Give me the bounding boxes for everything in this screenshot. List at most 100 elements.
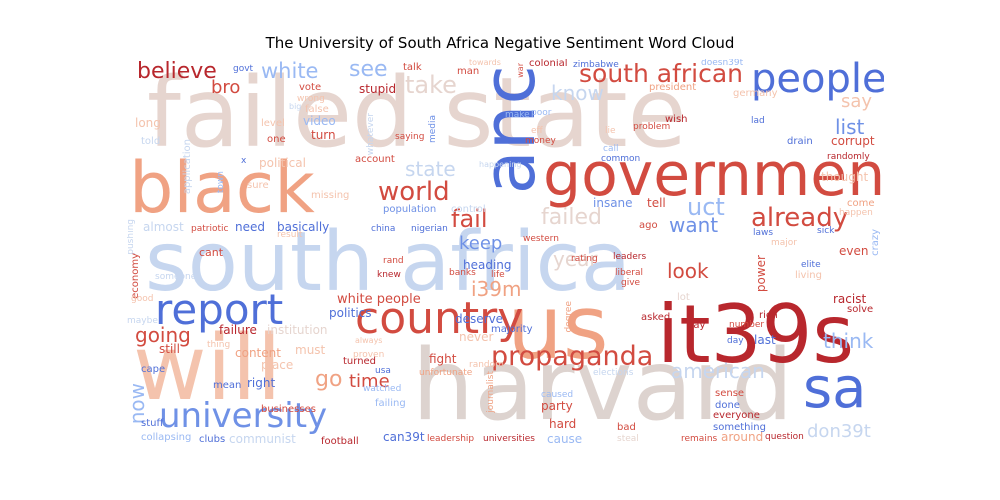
- word-eff: eff: [531, 126, 543, 136]
- word-around: around: [721, 430, 764, 444]
- word-cape: cape: [141, 364, 166, 375]
- word-say: say: [841, 91, 873, 112]
- word-sick: sick: [817, 226, 835, 236]
- word-wrong: wrong: [297, 94, 325, 104]
- word-money: money: [525, 136, 556, 146]
- word-fight: fight: [429, 352, 457, 366]
- word-place: place: [261, 358, 294, 372]
- word-unfortunate: unfortunate: [419, 368, 473, 378]
- word-x: x: [241, 156, 247, 166]
- word-call: call: [603, 144, 619, 154]
- word-see: see: [349, 59, 388, 82]
- word-usa: usa: [375, 366, 391, 376]
- word-pay: pay: [687, 320, 706, 331]
- word-failing: failing: [375, 398, 406, 409]
- word-failed-state: failed state: [147, 59, 687, 169]
- word-thing: thing: [207, 340, 231, 350]
- word-media: media: [428, 115, 438, 144]
- word-fail: fail: [451, 205, 488, 233]
- word-cant: cant: [199, 246, 224, 259]
- word-know: know: [551, 81, 604, 105]
- word-towards: towards: [469, 59, 501, 67]
- word-govt: govt: [233, 64, 254, 74]
- word-town: town: [216, 171, 226, 194]
- word-mean: mean: [213, 380, 242, 391]
- word-china: china: [371, 224, 396, 234]
- word-go: go: [315, 367, 343, 392]
- word-journalist: journalist: [486, 371, 496, 413]
- word-zimbabwe: zimbabwe: [573, 60, 619, 70]
- word-make: make: [505, 110, 530, 120]
- word-give: give: [621, 278, 641, 288]
- word-remains: remains: [681, 434, 718, 444]
- word-number: number: [729, 320, 765, 330]
- word-happen: happen: [839, 208, 873, 218]
- word-still: still: [159, 342, 180, 356]
- word-degree: degree: [564, 301, 574, 333]
- word-caused: caused: [541, 390, 574, 400]
- word-watched: watched: [363, 384, 402, 394]
- word-missing: missing: [311, 190, 350, 201]
- word-done: done: [715, 400, 740, 411]
- word-major: major: [771, 238, 797, 248]
- word-rating: rating: [571, 254, 598, 264]
- word-must: must: [295, 343, 326, 357]
- word-turned: turned: [343, 356, 377, 367]
- word-government: government: [543, 140, 884, 210]
- word-false: false: [305, 104, 329, 115]
- word-population: population: [383, 204, 437, 215]
- word-someone: someone: [155, 272, 197, 282]
- word-politics: politics: [329, 306, 372, 320]
- word-everyone: everyone: [713, 410, 760, 421]
- word-right: right: [247, 376, 276, 390]
- word-believe: believe: [137, 59, 217, 84]
- word-people: people: [751, 59, 884, 102]
- word-sure: sure: [247, 180, 269, 191]
- word-hard: hard: [549, 417, 577, 431]
- word-level: level: [261, 118, 285, 129]
- word-patriotic: patriotic: [191, 224, 229, 234]
- word-failed: failed: [541, 205, 602, 230]
- word-insane: insane: [593, 196, 633, 210]
- word-white-people: white people: [337, 292, 421, 307]
- word-always: always: [355, 336, 383, 345]
- word-i39m: i39m: [471, 277, 522, 301]
- word-application: application: [182, 139, 193, 195]
- word-year: year: [553, 247, 598, 271]
- word-something: something: [713, 422, 766, 433]
- word-time: time: [349, 371, 390, 392]
- word-cause: cause: [547, 432, 583, 446]
- word-germany: germany: [733, 88, 778, 99]
- word-take: take: [405, 71, 457, 99]
- word-south-african: south african: [579, 59, 744, 88]
- chart-title: The University of South Africa Negative …: [265, 34, 735, 52]
- word-party: party: [541, 399, 573, 413]
- word-wish: wish: [665, 114, 688, 125]
- word-us: us: [507, 276, 609, 379]
- word-elections: elections: [593, 368, 634, 378]
- word-country: country: [355, 293, 524, 344]
- word-nigerian: nigerian: [411, 224, 448, 234]
- word-good: good: [131, 294, 154, 304]
- word-businesses: businesses: [261, 404, 316, 415]
- word-white: white: [261, 59, 319, 83]
- word-asked: asked: [641, 312, 671, 323]
- word-american: american: [671, 359, 765, 383]
- word-rich: rich: [759, 310, 778, 321]
- word-come: come: [847, 198, 875, 209]
- word-look: look: [667, 259, 709, 283]
- word-bro: bro: [211, 77, 241, 98]
- word-big: big: [289, 102, 302, 111]
- word-list: list: [835, 115, 865, 139]
- word-colonial: colonial: [529, 59, 568, 69]
- word-even: even: [839, 244, 869, 258]
- word-majority: majority: [491, 324, 533, 335]
- word-university: university: [159, 396, 328, 436]
- word-leaders: leaders: [613, 252, 647, 262]
- word-black: black: [129, 147, 315, 229]
- word-liberal: liberal: [615, 268, 643, 278]
- word-leadership: leadership: [427, 434, 475, 444]
- word-steal: steal: [617, 434, 639, 444]
- word-president: president: [649, 82, 697, 93]
- word-corrupt: corrupt: [831, 134, 875, 148]
